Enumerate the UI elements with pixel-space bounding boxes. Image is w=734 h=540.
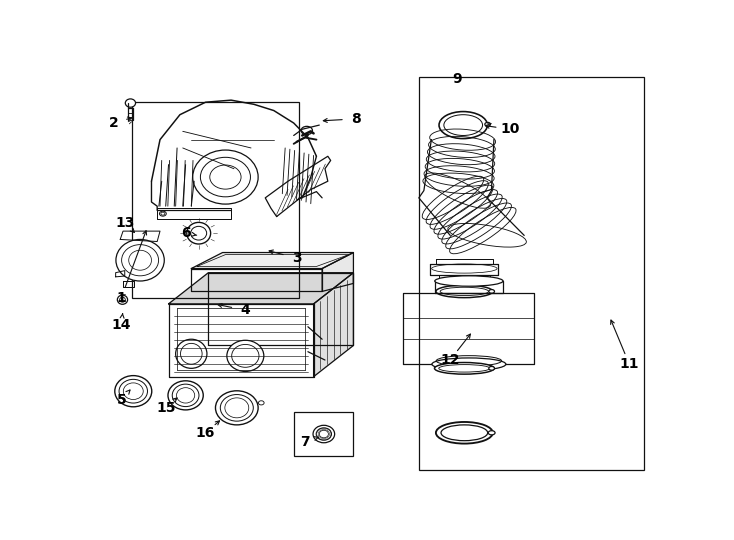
Text: 10: 10 bbox=[500, 122, 520, 136]
Polygon shape bbox=[265, 156, 330, 217]
Polygon shape bbox=[436, 259, 493, 265]
Ellipse shape bbox=[313, 426, 335, 443]
Polygon shape bbox=[123, 281, 134, 287]
Text: 14: 14 bbox=[112, 318, 131, 332]
Polygon shape bbox=[169, 273, 354, 304]
Ellipse shape bbox=[186, 222, 211, 244]
Ellipse shape bbox=[436, 422, 493, 443]
Polygon shape bbox=[322, 253, 354, 292]
Ellipse shape bbox=[227, 340, 264, 372]
Text: 5: 5 bbox=[117, 393, 126, 407]
Ellipse shape bbox=[488, 431, 495, 435]
Ellipse shape bbox=[439, 112, 487, 139]
Polygon shape bbox=[430, 265, 498, 275]
Ellipse shape bbox=[258, 401, 264, 405]
Polygon shape bbox=[192, 253, 354, 268]
Ellipse shape bbox=[489, 367, 495, 370]
Text: 4: 4 bbox=[241, 303, 250, 317]
Bar bbox=[419, 77, 644, 470]
Text: 16: 16 bbox=[196, 426, 215, 440]
Bar bbox=[294, 412, 354, 456]
Ellipse shape bbox=[175, 339, 207, 368]
Bar bbox=[131, 102, 299, 298]
Polygon shape bbox=[313, 273, 354, 377]
Text: 6: 6 bbox=[181, 226, 190, 240]
Text: 2: 2 bbox=[109, 116, 118, 130]
Ellipse shape bbox=[159, 211, 167, 216]
Ellipse shape bbox=[168, 381, 203, 410]
Polygon shape bbox=[435, 281, 503, 294]
Polygon shape bbox=[439, 275, 490, 281]
Ellipse shape bbox=[436, 285, 493, 298]
Ellipse shape bbox=[485, 123, 490, 126]
Text: 8: 8 bbox=[352, 112, 361, 126]
Polygon shape bbox=[208, 273, 354, 346]
Ellipse shape bbox=[116, 239, 164, 281]
Polygon shape bbox=[169, 304, 313, 377]
Polygon shape bbox=[120, 231, 160, 241]
Ellipse shape bbox=[432, 358, 506, 370]
Polygon shape bbox=[404, 294, 534, 364]
Text: 7: 7 bbox=[300, 435, 310, 449]
Ellipse shape bbox=[301, 126, 313, 134]
Text: 12: 12 bbox=[440, 353, 460, 367]
Ellipse shape bbox=[115, 376, 152, 407]
Ellipse shape bbox=[126, 99, 136, 107]
Polygon shape bbox=[116, 271, 125, 277]
Ellipse shape bbox=[216, 391, 258, 425]
Ellipse shape bbox=[435, 276, 503, 286]
Polygon shape bbox=[157, 208, 231, 219]
Ellipse shape bbox=[435, 362, 494, 374]
Ellipse shape bbox=[193, 150, 258, 204]
Text: 15: 15 bbox=[156, 401, 175, 415]
Ellipse shape bbox=[117, 295, 128, 305]
Polygon shape bbox=[192, 268, 322, 292]
Text: 13: 13 bbox=[115, 216, 134, 230]
Text: 3: 3 bbox=[291, 251, 302, 265]
Text: 11: 11 bbox=[619, 357, 639, 371]
Text: 9: 9 bbox=[453, 71, 462, 85]
Ellipse shape bbox=[489, 289, 495, 293]
Text: 1: 1 bbox=[117, 291, 126, 305]
